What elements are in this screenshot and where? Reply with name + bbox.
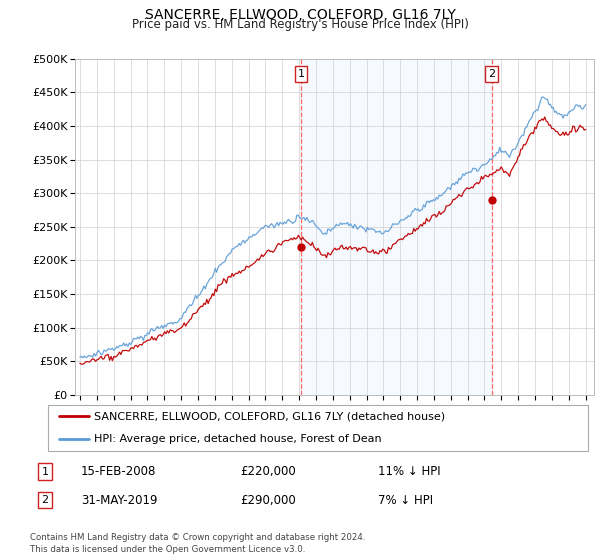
Text: 7% ↓ HPI: 7% ↓ HPI [378,493,433,507]
Text: 1: 1 [41,466,49,477]
Text: 1: 1 [298,69,305,79]
Text: 31-MAY-2019: 31-MAY-2019 [81,493,157,507]
Text: £290,000: £290,000 [240,493,296,507]
Text: 2: 2 [41,495,49,505]
Text: HPI: Average price, detached house, Forest of Dean: HPI: Average price, detached house, Fore… [94,435,382,444]
Text: SANCERRE, ELLWOOD, COLEFORD, GL16 7LY: SANCERRE, ELLWOOD, COLEFORD, GL16 7LY [145,8,455,22]
Text: SANCERRE, ELLWOOD, COLEFORD, GL16 7LY (detached house): SANCERRE, ELLWOOD, COLEFORD, GL16 7LY (d… [94,412,445,421]
Bar [301,59,491,395]
Text: Contains HM Land Registry data © Crown copyright and database right 2024.
This d: Contains HM Land Registry data © Crown c… [30,533,365,554]
Text: 15-FEB-2008: 15-FEB-2008 [81,465,157,478]
Text: Price paid vs. HM Land Registry's House Price Index (HPI): Price paid vs. HM Land Registry's House … [131,18,469,31]
Text: 2: 2 [488,69,495,79]
Text: £220,000: £220,000 [240,465,296,478]
Text: 11% ↓ HPI: 11% ↓ HPI [378,465,440,478]
